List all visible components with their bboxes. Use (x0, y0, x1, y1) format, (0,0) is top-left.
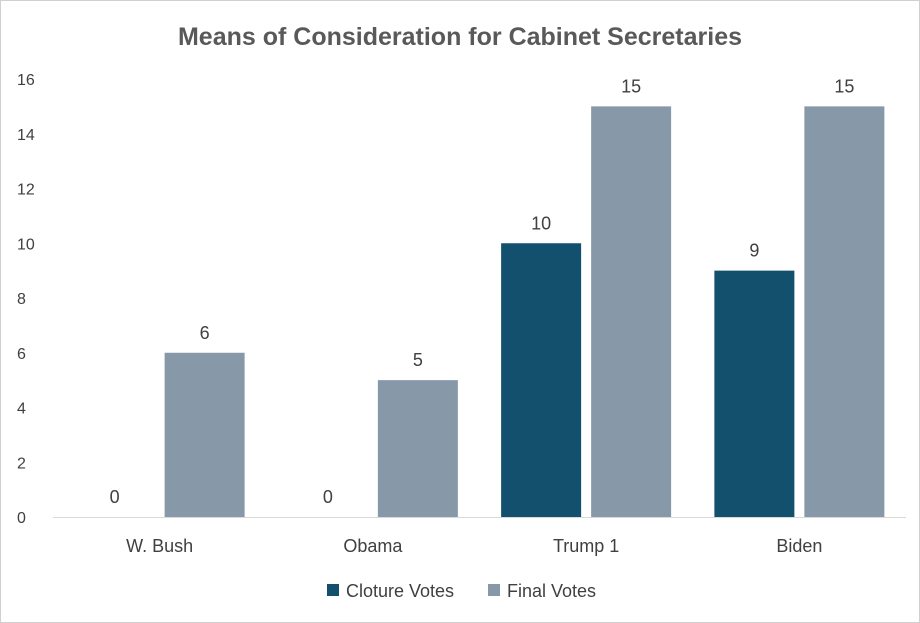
legend-label: Cloture Votes (346, 581, 454, 601)
y-tick-label: 8 (17, 291, 26, 308)
y-tick-label: 10 (17, 236, 35, 253)
data-label: 15 (621, 76, 641, 96)
data-label: 0 (323, 487, 333, 507)
legend-swatch (488, 584, 500, 596)
y-tick-label: 16 (17, 72, 35, 89)
legend: Cloture Votes Final Votes (327, 581, 596, 601)
bar-cloture (501, 243, 582, 517)
chart-title: Means of Consideration for Cabinet Secre… (178, 23, 742, 51)
bar-final (377, 380, 458, 517)
data-label: 5 (413, 350, 423, 370)
legend-swatch (327, 584, 339, 596)
y-tick-label: 6 (17, 346, 26, 363)
x-category-label: W. Bush (126, 536, 193, 556)
y-axis: 0 2 4 6 8 10 12 14 16 (17, 72, 35, 527)
y-tick-label: 4 (17, 401, 26, 418)
bar-final (804, 106, 885, 517)
bars: 0 6 0 5 10 15 9 15 (110, 76, 885, 517)
x-category-label: Obama (343, 536, 403, 556)
y-tick-label: 14 (17, 127, 35, 144)
x-axis: W. Bush Obama Trump 1 Biden (53, 517, 906, 556)
data-label: 6 (200, 323, 210, 343)
x-category-label: Trump 1 (553, 536, 619, 556)
legend-label: Final Votes (507, 581, 596, 601)
data-label: 0 (110, 487, 120, 507)
bar-final (591, 106, 672, 517)
bar-final (164, 352, 245, 517)
bar-cloture (714, 270, 795, 517)
data-label: 9 (749, 241, 759, 261)
y-tick-label: 12 (17, 182, 35, 199)
x-category-label: Biden (776, 536, 822, 556)
data-label: 15 (834, 76, 854, 96)
y-tick-label: 0 (17, 510, 26, 527)
y-tick-label: 2 (17, 455, 26, 472)
data-label: 10 (531, 213, 551, 233)
